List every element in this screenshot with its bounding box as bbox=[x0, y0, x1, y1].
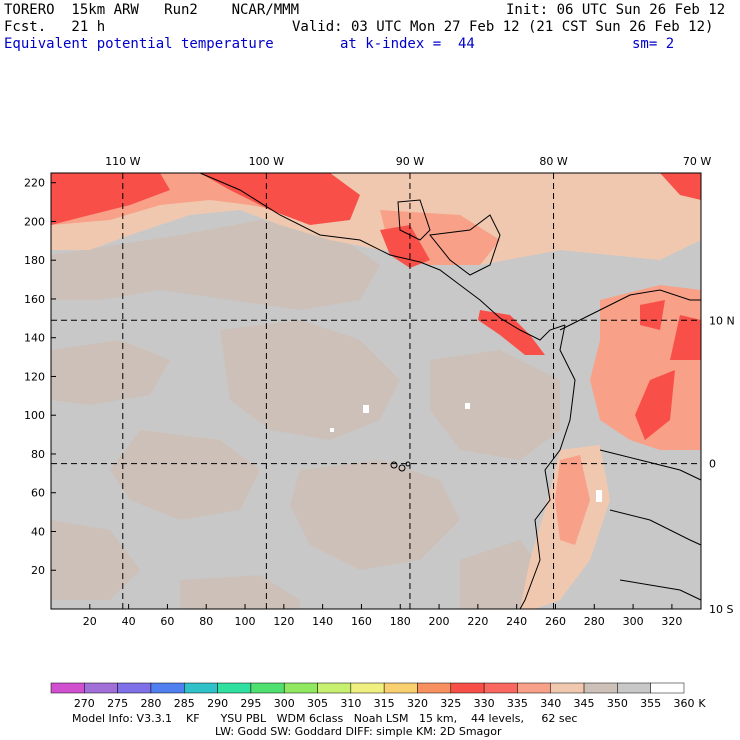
white-spots bbox=[330, 403, 602, 502]
physics-info: LW: Godd SW: Goddard DIFF: simple KM: 2D… bbox=[215, 725, 502, 738]
y-tick-label: 180 bbox=[24, 254, 45, 267]
colorbar-swatch bbox=[184, 682, 218, 694]
colorbar-label: 295 bbox=[240, 697, 261, 710]
colorbar-label: 280 bbox=[140, 697, 161, 710]
colorbar-swatch bbox=[150, 682, 185, 694]
colorbar-swatch bbox=[350, 682, 385, 694]
colorbar-label: 290 bbox=[207, 697, 228, 710]
south-america-warm bbox=[520, 285, 701, 609]
model-info: Model Info: V3.3.1 KF YSU PBL WDM 6class… bbox=[72, 712, 578, 725]
colorbar-label: 360 bbox=[674, 697, 695, 710]
x-tick-label: 240 bbox=[506, 615, 527, 628]
x-tick-label: 120 bbox=[273, 615, 294, 628]
x-tick-label: 80 bbox=[199, 615, 213, 628]
x-tick-label: 140 bbox=[312, 615, 333, 628]
model-title: TORERO 15km ARW Run2 NCAR/MMM bbox=[4, 2, 300, 18]
colorbar-label: 320 bbox=[407, 697, 428, 710]
colorbar-label: 335 bbox=[507, 697, 528, 710]
level-index: at k-index = 44 bbox=[340, 36, 475, 52]
colorbar-label: 325 bbox=[440, 697, 461, 710]
x-tick-label: 20 bbox=[83, 615, 97, 628]
lon-label: 90 W bbox=[396, 155, 424, 168]
x-tick-label: 100 bbox=[235, 615, 256, 628]
x-tick-label: 220 bbox=[467, 615, 488, 628]
colorbar-label: 340 bbox=[540, 697, 561, 710]
y-tick-label: 220 bbox=[24, 177, 45, 190]
valid-time: Valid: 03 UTC Mon 27 Feb 12 (21 CST Sun … bbox=[292, 19, 714, 35]
x-tick-label: 260 bbox=[545, 615, 566, 628]
lat-label: 10 S bbox=[709, 603, 733, 616]
x-tick-label: 280 bbox=[584, 615, 605, 628]
colorbar-label: 350 bbox=[607, 697, 628, 710]
x-tick-label: 160 bbox=[351, 615, 372, 628]
colorbar-label: 275 bbox=[107, 697, 128, 710]
lon-label: 80 W bbox=[539, 155, 567, 168]
plot-border bbox=[50, 172, 702, 610]
y-tick-label: 100 bbox=[24, 409, 45, 422]
y-tick-label: 60 bbox=[31, 487, 45, 500]
colorbar-swatch bbox=[650, 682, 685, 694]
colorbar-swatch bbox=[517, 682, 551, 694]
colorbar-swatch bbox=[383, 682, 418, 694]
y-tick-label: 40 bbox=[31, 525, 45, 538]
lon-label: 110 W bbox=[105, 155, 140, 168]
lon-label: 70 W bbox=[683, 155, 711, 168]
x-tick-label: 60 bbox=[160, 615, 174, 628]
colorbar-swatch bbox=[583, 682, 618, 694]
colorbar-label: 305 bbox=[307, 697, 328, 710]
colorbar-unit: K bbox=[698, 697, 706, 710]
x-tick-label: 200 bbox=[429, 615, 450, 628]
high-theta-regions bbox=[51, 173, 701, 355]
lat-label: 0 bbox=[709, 458, 716, 471]
colorbar-label: 285 bbox=[174, 697, 195, 710]
latlon-grid bbox=[51, 173, 701, 609]
colorbar-swatch bbox=[317, 682, 352, 694]
x-axis: 20 40 60 80 100 120 140 160 180 200 220 240 260 280 30… bbox=[83, 604, 682, 628]
coastlines bbox=[199, 172, 702, 610]
ocean-tan-regions bbox=[51, 220, 560, 609]
colorbar-label: 345 bbox=[574, 697, 595, 710]
colorbar-label: 310 bbox=[340, 697, 361, 710]
colorbar-swatch bbox=[417, 682, 452, 694]
x-tick-label: 300 bbox=[623, 615, 644, 628]
y-tick-label: 140 bbox=[24, 332, 45, 345]
lat-labels: 10 N 0 10 S bbox=[709, 314, 735, 616]
colorbar-swatch bbox=[250, 682, 285, 694]
colorbar-swatch bbox=[84, 682, 118, 694]
colorbar-label: 330 bbox=[474, 697, 495, 710]
y-tick-label: 160 bbox=[24, 293, 45, 306]
smoothing: sm= 2 bbox=[632, 36, 675, 52]
colorbar-swatch bbox=[217, 682, 252, 694]
y-tick-label: 20 bbox=[31, 564, 45, 577]
init-time: Init: 06 UTC Sun 26 Feb 12 bbox=[506, 2, 726, 18]
colorbar-label: 300 bbox=[274, 697, 295, 710]
colorbar-swatch bbox=[450, 682, 485, 694]
lat-label: 10 N bbox=[709, 314, 735, 327]
colorbar-swatch bbox=[50, 682, 85, 694]
colorbar-swatch bbox=[617, 682, 651, 694]
colorbar-swatch bbox=[483, 682, 518, 694]
andes-high bbox=[635, 300, 701, 440]
colorbar-label: 355 bbox=[640, 697, 661, 710]
y-tick-label: 80 bbox=[31, 448, 45, 461]
y-axis: 20 40 60 80 100 120 140 160 180 200 220 bbox=[24, 177, 56, 577]
field-name: Equivalent potential temperature bbox=[4, 36, 274, 52]
x-tick-label: 320 bbox=[661, 615, 682, 628]
forecast-hour: Fcst. 21 h bbox=[4, 19, 106, 35]
colorbar-swatch bbox=[117, 682, 152, 694]
lon-label: 100 W bbox=[249, 155, 284, 168]
colorbar: 270 275 280 285 290 295 300 305 310 315 320 325 330 3… bbox=[50, 682, 706, 710]
y-tick-label: 120 bbox=[24, 370, 45, 383]
lon-labels: 110 W 100 W 90 W 80 W 70 W bbox=[105, 155, 711, 168]
colorbar-swatch bbox=[550, 682, 585, 694]
colorbar-swatch bbox=[283, 682, 318, 694]
colorbar-label: 315 bbox=[374, 697, 395, 710]
y-tick-label: 200 bbox=[24, 215, 45, 228]
x-tick-label: 40 bbox=[122, 615, 136, 628]
x-tick-label: 180 bbox=[390, 615, 411, 628]
colorbar-label: 270 bbox=[74, 697, 95, 710]
